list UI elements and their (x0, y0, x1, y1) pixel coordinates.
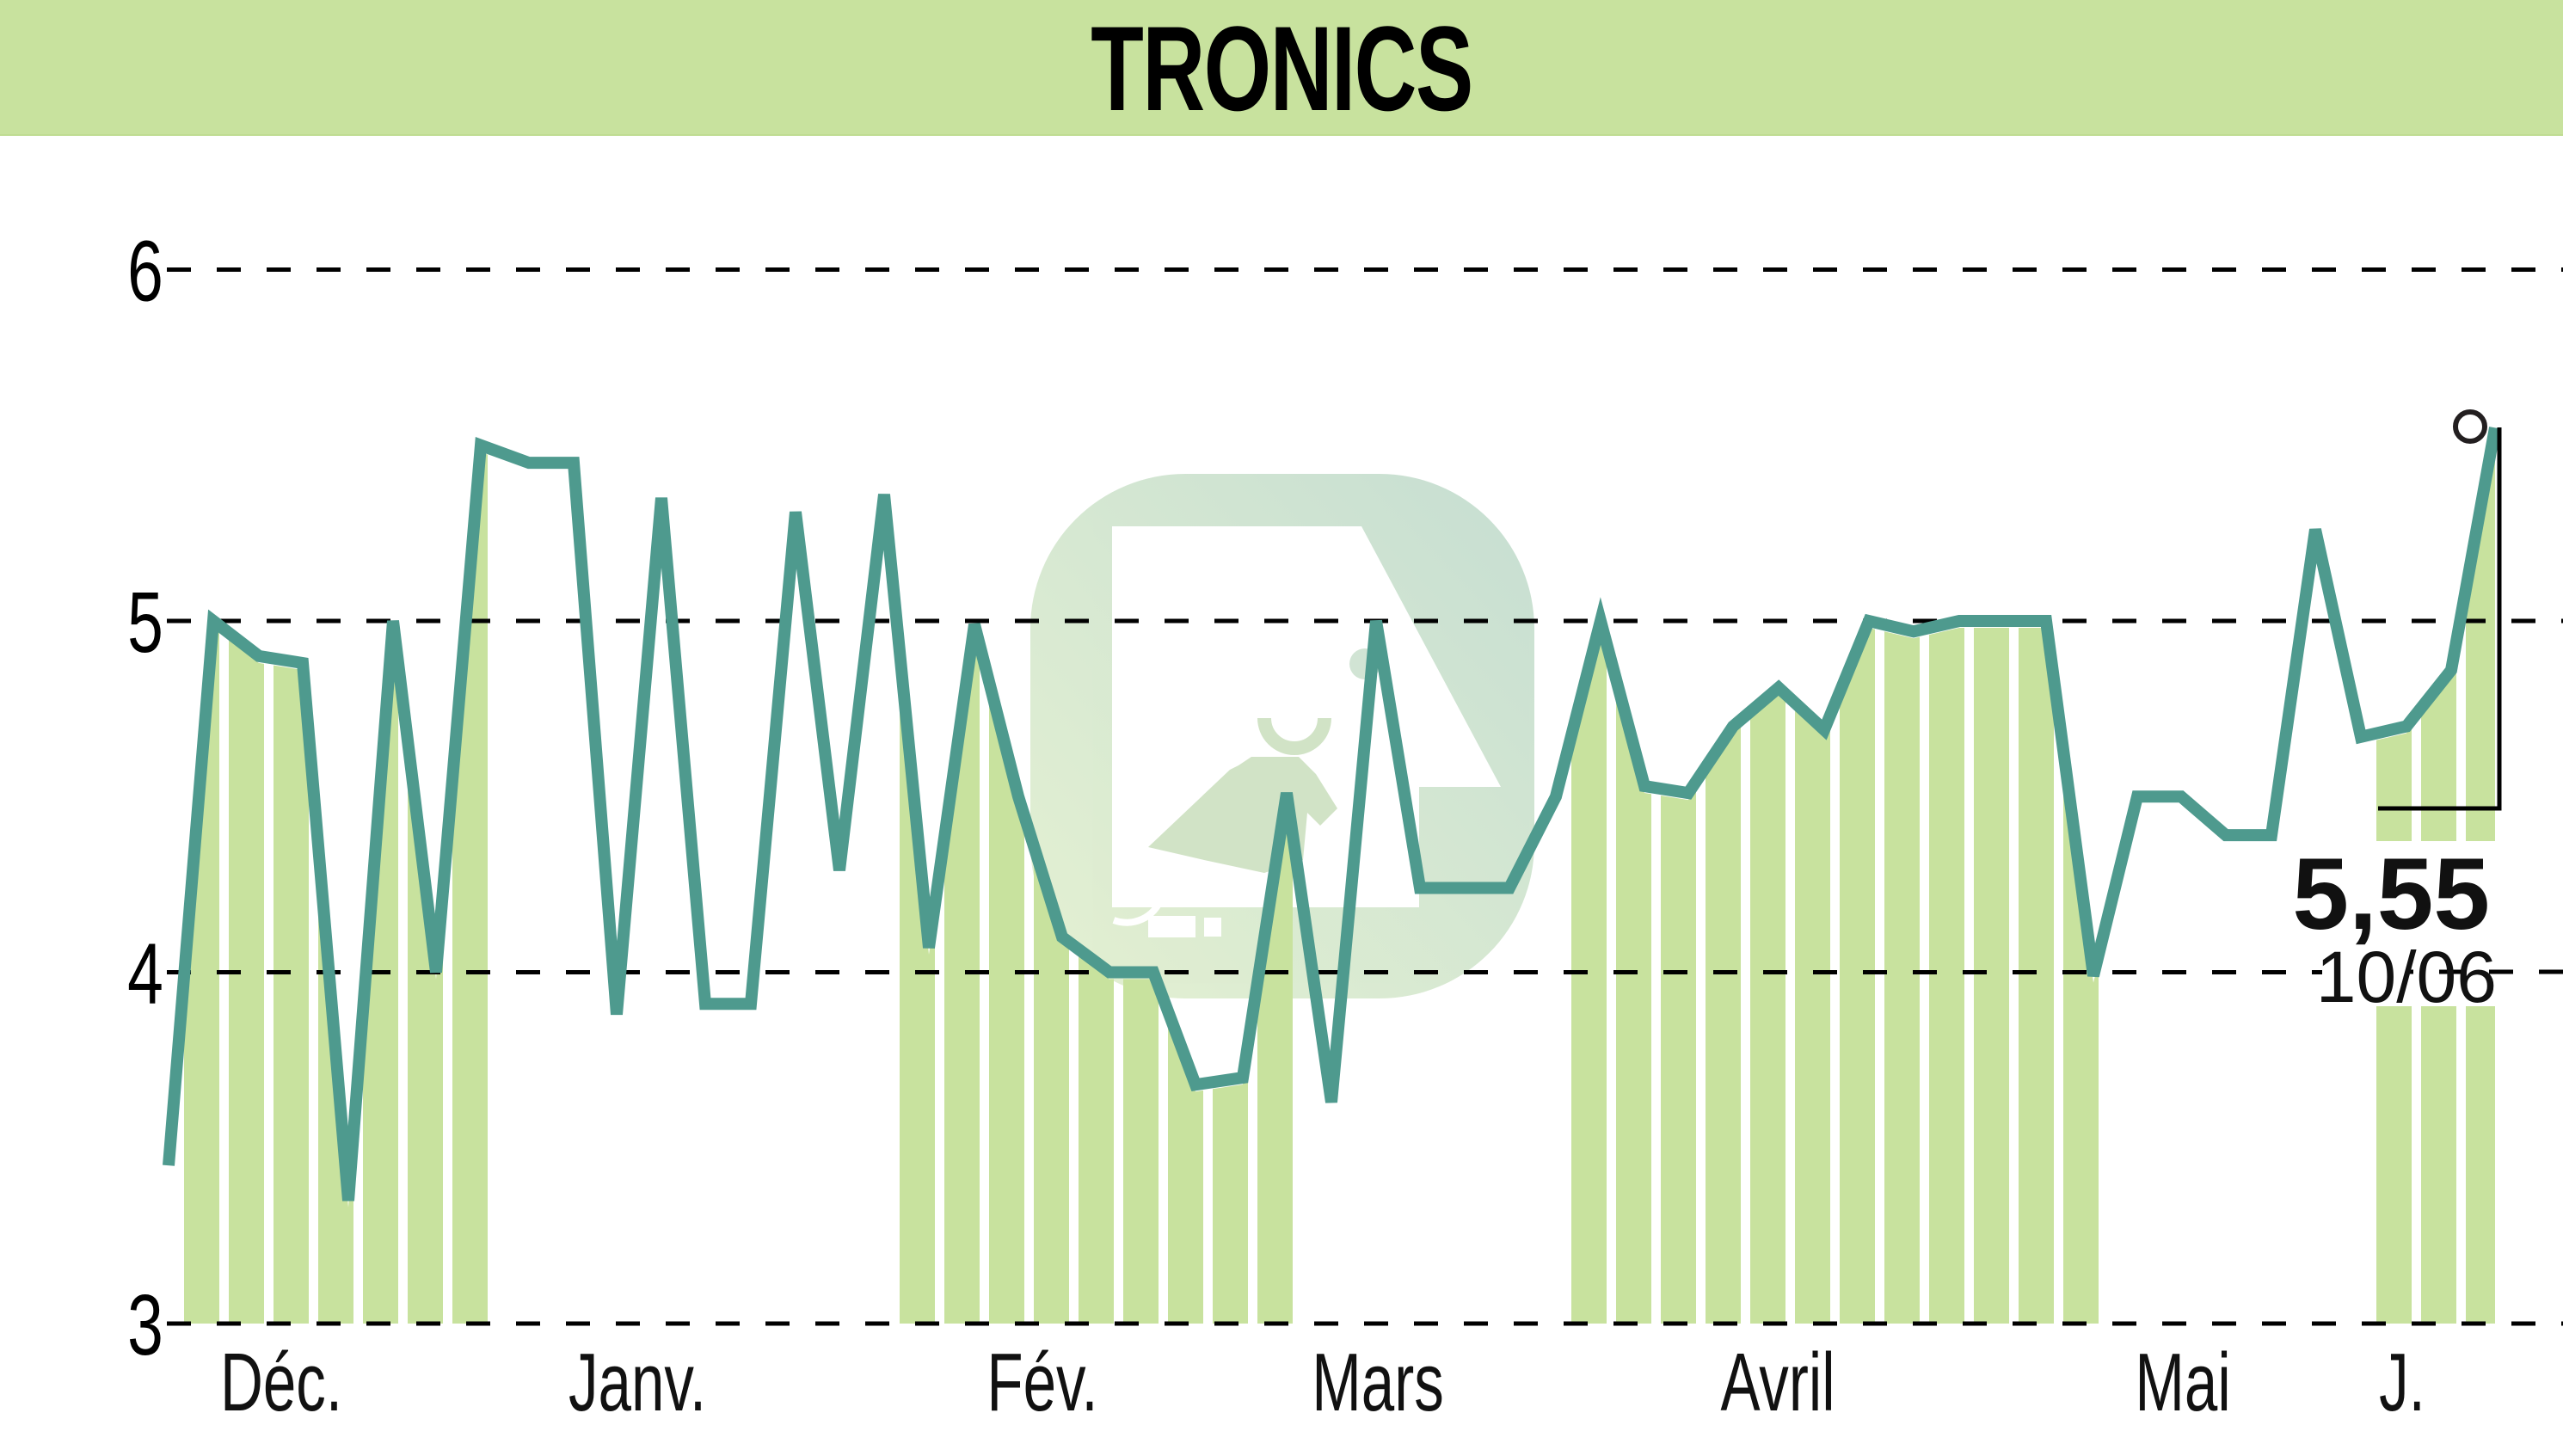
last-point-marker-icon (2453, 409, 2487, 444)
x-tick-label: Mai (2135, 1336, 2230, 1428)
y-tick-label: 3 (127, 1276, 163, 1373)
last-value-leader-line (2378, 427, 2502, 811)
volume-bar (2421, 434, 2456, 1324)
volume-bar (452, 434, 488, 1324)
last-date: 10/06 (2316, 937, 2497, 1017)
volume-bar (1571, 434, 1607, 1324)
volume-bar (1974, 434, 2009, 1324)
volume-bar (2019, 434, 2054, 1324)
volume-bar (1840, 434, 1875, 1324)
x-tick-label: Avril (1720, 1336, 1835, 1428)
y-tick-label: 5 (127, 574, 163, 670)
y-tick-label: 4 (127, 925, 163, 1022)
title-banner (0, 0, 2563, 136)
volume-bar (1884, 434, 1920, 1324)
y-axis-labels: 3 4 5 6 (127, 223, 163, 1373)
volume-bar (274, 434, 309, 1324)
volume-bar (1750, 434, 1785, 1324)
x-axis-labels: Déc. Janv. Fév. Mars Avril Mai J. (220, 1336, 2425, 1428)
x-tick-label: Déc. (220, 1336, 342, 1428)
y-tick-label: 6 (127, 223, 163, 319)
volume-bar (229, 434, 264, 1324)
last-value: 5,55 (2292, 838, 2490, 951)
x-tick-label: Fév. (986, 1336, 1097, 1428)
volume-bar (1929, 434, 1964, 1324)
gridlines (167, 267, 2563, 1326)
x-tick-label: J. (2379, 1336, 2425, 1428)
price-line (163, 427, 2501, 1201)
chart-title: TRONICS (1091, 1, 1473, 136)
volume-bar (1795, 434, 1830, 1324)
last-value-box (2322, 841, 2563, 1006)
x-tick-label: Janv. (569, 1336, 706, 1428)
x-tick-label: Mars (1312, 1336, 1444, 1428)
volume-bar (2376, 434, 2412, 1324)
volume-bar (1706, 434, 1741, 1324)
